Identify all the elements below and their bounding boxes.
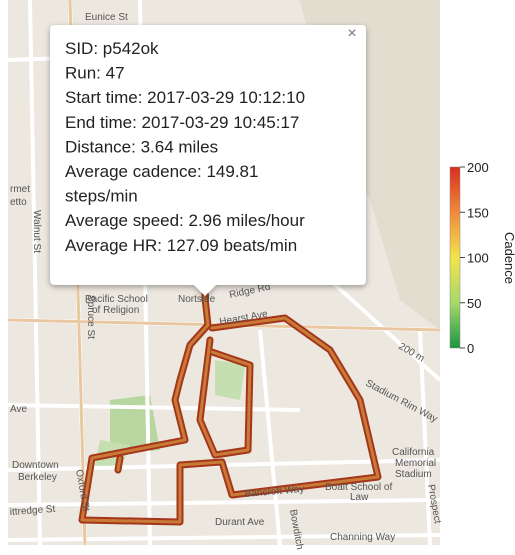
colorbar-label: Cadence: [502, 232, 515, 284]
map-label: Eunice St: [85, 12, 128, 23]
map-label: Bancroft Way: [244, 484, 304, 500]
popup-line: steps/min: [65, 187, 138, 206]
map-label: Berkeley: [18, 472, 57, 483]
map-label: Ave: [10, 404, 27, 415]
popup-line: Average speed: 2.96 miles/hour: [65, 211, 305, 230]
map-label: Stadium: [395, 469, 432, 480]
map-label: Downtown: [12, 460, 59, 471]
map-label: ittredge St: [9, 504, 55, 518]
popup-line: Average HR: 127.09 beats/min: [65, 236, 297, 255]
map-label: of Religion: [92, 305, 139, 316]
popup-line: End time: 2017-03-29 10:45:17: [65, 113, 299, 132]
colorbar-tick-label: 0: [467, 341, 474, 356]
popup: ×: [50, 25, 366, 296]
map-label: rmet: [10, 184, 30, 195]
map-label: Durant Ave: [215, 517, 265, 528]
map-label: Law: [350, 492, 369, 503]
map-label: Nortside: [178, 294, 216, 305]
popup-line: Distance: 3.64 miles: [65, 137, 218, 156]
popup-line: Average cadence: 149.81: [65, 162, 258, 181]
map-label: Boalt School of: [325, 482, 392, 493]
map-label: Channing Way: [330, 532, 395, 543]
close-button[interactable]: ×: [347, 25, 356, 42]
colorbar: [449, 166, 461, 349]
colorbar-tick-label: 50: [467, 296, 481, 311]
colorbar-tick-label: 150: [467, 205, 489, 220]
popup-line: Start time: 2017-03-29 10:12:10: [65, 88, 305, 107]
map-label: Spruce St: [85, 295, 96, 339]
popup-line: SID: p542ok: [65, 39, 159, 58]
map-label: Walnut St: [31, 210, 42, 253]
map-label: California: [392, 447, 435, 458]
map-label: etto: [10, 197, 27, 208]
colorbar-tick-label: 200: [467, 160, 489, 175]
map-label: Memorial: [395, 458, 436, 469]
colorbar-tick-label: 100: [467, 251, 489, 266]
popup-line: Run: 47: [65, 64, 125, 83]
map-label: Pacific School: [85, 294, 148, 305]
